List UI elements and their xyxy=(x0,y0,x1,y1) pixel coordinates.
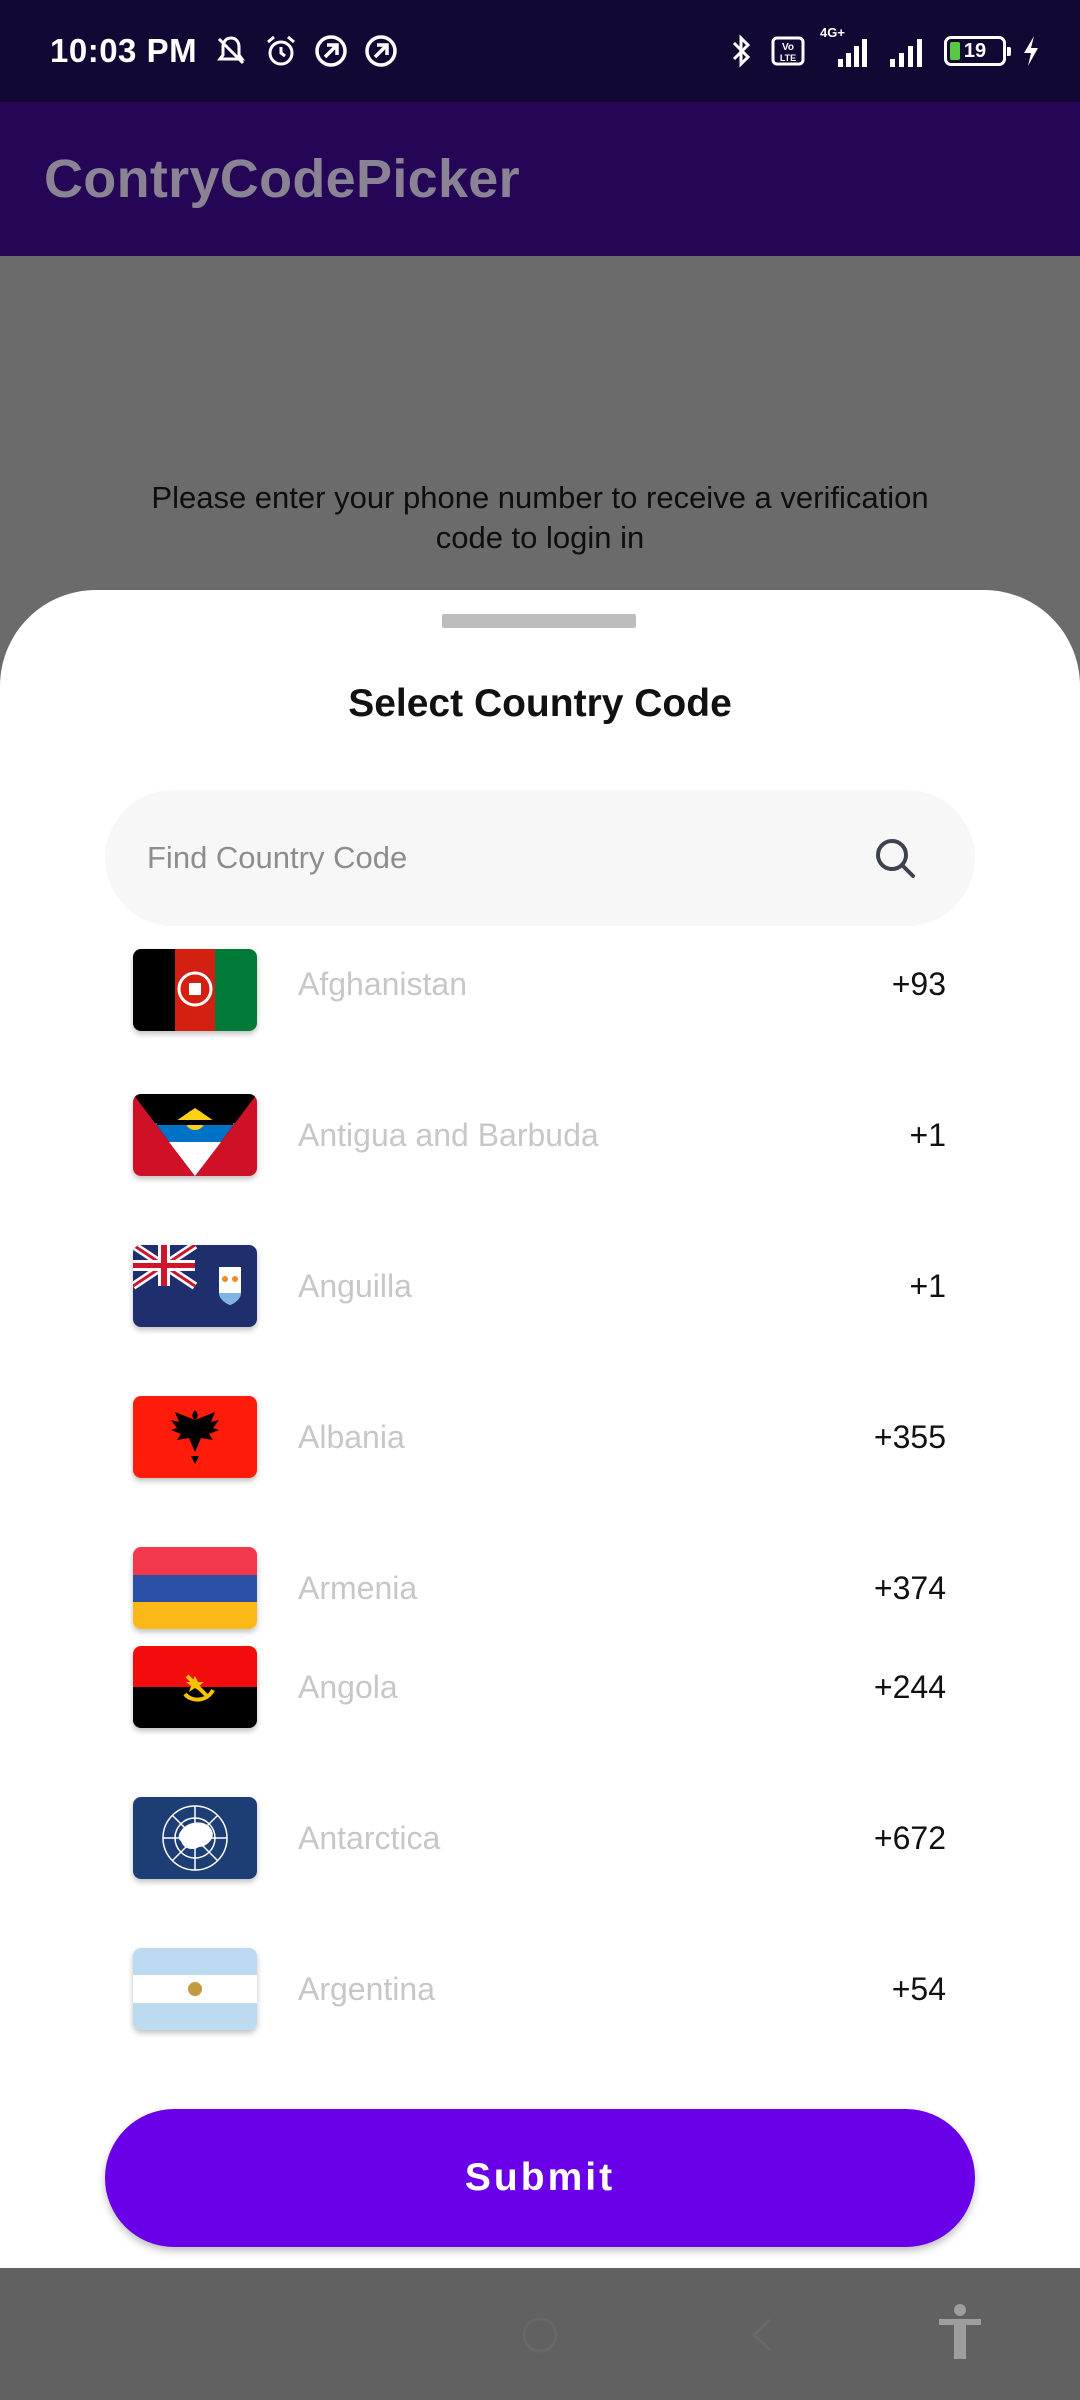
country-dial-code: +1 xyxy=(909,1268,946,1304)
status-time: 10:03 PM xyxy=(50,32,198,69)
country-row-afghanistan[interactable]: Afghanistan +93 xyxy=(0,946,1080,1094)
country-dial-code: +374 xyxy=(873,1570,946,1606)
back-icon[interactable] xyxy=(738,2310,788,2360)
country-name: Anguilla xyxy=(298,1268,412,1304)
app-title: ContryCodePicker xyxy=(44,149,520,209)
submit-button[interactable]: Submit xyxy=(105,2109,975,2247)
app-notification-icon xyxy=(315,35,347,67)
country-dial-code: +54 xyxy=(891,1971,946,2007)
country-dial-code: +93 xyxy=(891,966,946,1002)
signal-icon xyxy=(890,39,922,67)
albania-flag xyxy=(133,1396,257,1478)
country-row-argentina[interactable]: Argentina +54 xyxy=(0,1948,1080,2052)
svg-text:Vo: Vo xyxy=(782,42,794,53)
country-row-antarctica[interactable]: Antarctica +672 xyxy=(0,1797,1080,1948)
anguilla-flag xyxy=(133,1245,257,1327)
country-row-antigua-and-barbuda[interactable]: Antigua and Barbuda +1 xyxy=(0,1094,1080,1245)
accessibility-icon[interactable] xyxy=(935,2302,985,2362)
country-name: Armenia xyxy=(298,1570,418,1606)
country-row-anguilla[interactable]: Anguilla +1 xyxy=(0,1245,1080,1396)
country-name: Antigua and Barbuda xyxy=(298,1117,599,1153)
battery-icon: 19 xyxy=(944,36,1011,66)
country-name: Antarctica xyxy=(298,1820,441,1856)
network-type: 4G+ xyxy=(820,25,845,40)
app-bar: ContryCodePicker xyxy=(0,102,1080,256)
country-name: Afghanistan xyxy=(298,966,468,1002)
bluetooth-icon xyxy=(732,34,751,68)
status-bar: 10:03 PM xyxy=(0,0,1080,102)
alarm-icon xyxy=(267,35,296,66)
afghanistan-flag xyxy=(133,949,257,1031)
search-box[interactable] xyxy=(105,790,975,926)
argentina-flag xyxy=(133,1948,257,2030)
country-name: Argentina xyxy=(298,1971,435,2007)
sheet-title: Select Country Code xyxy=(348,682,732,725)
country-dial-code: +355 xyxy=(873,1419,946,1455)
country-dial-code: +672 xyxy=(873,1820,946,1856)
country-name: Albania xyxy=(298,1419,405,1455)
instructions-text: Please enter your phone number to receiv… xyxy=(151,480,929,555)
country-list[interactable]: Afghanistan +93 Antigua and Bar xyxy=(0,946,1080,1646)
search-input[interactable] xyxy=(147,790,847,926)
status-right: Vo LTE 4G+ 19 xyxy=(726,25,1042,69)
status-left-icons xyxy=(213,33,399,69)
app-notification-icon xyxy=(365,35,397,67)
search-icon[interactable] xyxy=(871,834,919,882)
mute-icon xyxy=(217,36,246,65)
country-row-angola[interactable]: Angola +244 xyxy=(0,1646,1080,1797)
home-icon[interactable] xyxy=(515,2310,565,2360)
country-dial-code: +244 xyxy=(873,1669,946,1705)
angola-flag xyxy=(133,1646,257,1728)
battery-level: 19 xyxy=(963,39,987,62)
antigua-and-barbuda-flag xyxy=(133,1094,257,1176)
country-code-bottom-sheet: Select Country Code xyxy=(0,590,1080,2268)
bottom-navigation-bar xyxy=(0,2268,1080,2400)
sheet-drag-handle[interactable] xyxy=(442,614,636,628)
armenia-flag xyxy=(133,1547,257,1629)
battery-fill xyxy=(950,42,960,60)
charging-icon xyxy=(1024,36,1038,66)
svg-text:LTE: LTE xyxy=(780,53,796,63)
volte-icon: Vo LTE xyxy=(771,36,805,66)
country-row-armenia[interactable]: Armenia +374 xyxy=(0,1547,1080,1646)
antarctica-flag xyxy=(133,1797,257,1879)
country-name: Angola xyxy=(298,1669,398,1705)
country-row-albania[interactable]: Albania +355 xyxy=(0,1396,1080,1547)
signal-icon: 4G+ xyxy=(820,25,872,69)
country-dial-code: +1 xyxy=(909,1117,946,1153)
country-list-continued[interactable]: Angola +244 Antarctica +672 xyxy=(0,1646,1080,2052)
status-left: 10:03 PM xyxy=(50,32,399,70)
